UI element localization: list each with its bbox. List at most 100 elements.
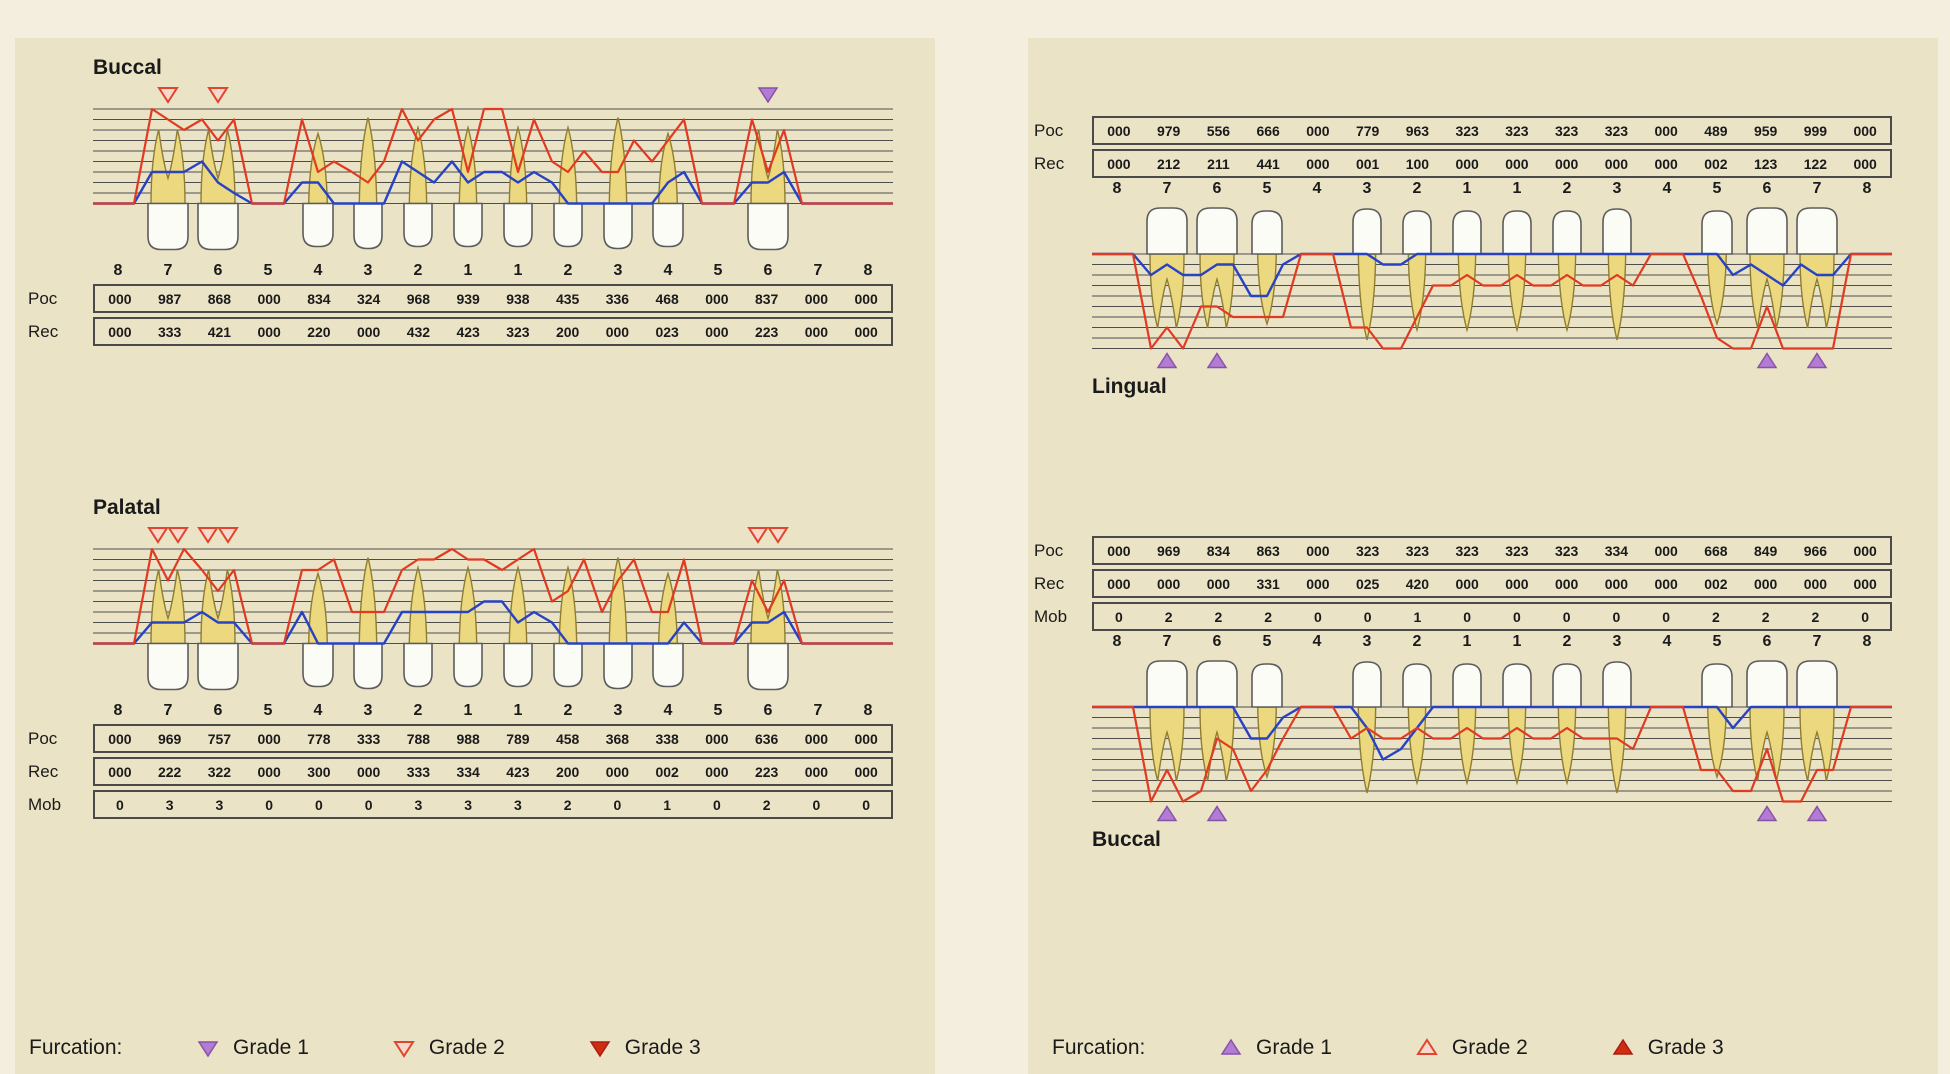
value-cell[interactable]: 123 — [1753, 155, 1778, 172]
tooth-5[interactable] — [1251, 663, 1283, 780]
tooth-6[interactable] — [1196, 207, 1238, 329]
value-cell[interactable]: 939 — [456, 290, 480, 307]
tooth-5[interactable] — [1701, 663, 1733, 780]
tooth-7[interactable] — [1796, 207, 1838, 329]
value-cell[interactable]: 2 — [1264, 608, 1273, 625]
value-cell[interactable]: 420 — [1405, 575, 1430, 592]
value-cell[interactable]: 0 — [1512, 608, 1521, 625]
value-cell[interactable]: 000 — [1455, 575, 1479, 592]
value-cell[interactable]: 331 — [1256, 575, 1280, 592]
tooth-4[interactable] — [302, 131, 334, 248]
tooth-6[interactable] — [197, 129, 239, 251]
value-cell[interactable]: 323 — [1355, 542, 1380, 559]
value-cell[interactable]: 000 — [257, 290, 281, 307]
value-cell[interactable]: 000 — [705, 323, 729, 340]
value-cell[interactable]: 002 — [655, 763, 679, 780]
tooth-3[interactable] — [353, 557, 383, 690]
value-cell[interactable]: 000 — [356, 763, 381, 780]
value-cell[interactable]: 423 — [456, 323, 480, 340]
value-cell[interactable]: 122 — [1803, 155, 1828, 172]
tooth-7[interactable] — [147, 129, 189, 251]
value-cell[interactable]: 323 — [1455, 122, 1479, 139]
value-cell[interactable]: 441 — [1256, 155, 1280, 172]
value-cell[interactable]: 959 — [1753, 122, 1778, 139]
value-cell[interactable]: 002 — [1704, 155, 1728, 172]
value-cell[interactable]: 834 — [307, 290, 331, 307]
value-cell[interactable]: 668 — [1704, 542, 1728, 559]
tooth-1[interactable] — [453, 124, 483, 248]
value-cell[interactable]: 837 — [754, 290, 779, 307]
value-cell[interactable]: 323 — [506, 323, 530, 340]
value-cell[interactable]: 323 — [1505, 542, 1529, 559]
value-cell[interactable]: 300 — [307, 763, 331, 780]
value-cell[interactable]: 002 — [1704, 575, 1728, 592]
value-cell[interactable]: 200 — [555, 323, 580, 340]
tooth-2[interactable] — [1552, 663, 1582, 786]
tooth-7[interactable] — [1146, 660, 1188, 782]
value-cell[interactable]: 000 — [1853, 122, 1877, 139]
value-cell[interactable]: 223 — [754, 323, 779, 340]
value-cell[interactable]: 223 — [754, 763, 779, 780]
value-cell[interactable]: 212 — [1156, 155, 1181, 172]
value-cell[interactable]: 023 — [655, 323, 679, 340]
value-cell[interactable]: 3 — [464, 796, 473, 813]
value-cell[interactable]: 000 — [257, 763, 281, 780]
value-cell[interactable]: 969 — [157, 730, 182, 747]
value-cell[interactable]: 987 — [157, 290, 182, 307]
value-cell[interactable]: 000 — [1306, 575, 1330, 592]
tooth-2[interactable] — [1402, 210, 1432, 333]
tooth-2[interactable] — [553, 124, 583, 248]
tooth-1[interactable] — [1452, 663, 1482, 786]
value-cell[interactable]: 000 — [1654, 575, 1678, 592]
value-cell[interactable]: 000 — [1604, 155, 1629, 172]
value-cell[interactable]: 000 — [854, 323, 878, 340]
value-cell[interactable]: 000 — [257, 323, 281, 340]
value-cell[interactable]: 979 — [1156, 122, 1181, 139]
value-cell[interactable]: 0 — [265, 796, 274, 813]
value-cell[interactable]: 3 — [414, 796, 423, 813]
value-cell[interactable]: 000 — [257, 730, 281, 747]
value-cell[interactable]: 966 — [1803, 542, 1828, 559]
value-cell[interactable]: 000 — [1156, 575, 1181, 592]
value-cell[interactable]: 0 — [314, 796, 323, 813]
value-cell[interactable]: 000 — [108, 323, 132, 340]
tooth-1[interactable] — [503, 124, 533, 248]
value-cell[interactable]: 938 — [506, 290, 530, 307]
value-cell[interactable]: 000 — [1853, 542, 1877, 559]
value-cell[interactable]: 0 — [1612, 608, 1621, 625]
value-cell[interactable]: 468 — [655, 290, 679, 307]
value-cell[interactable]: 000 — [1107, 122, 1131, 139]
value-cell[interactable]: 000 — [804, 763, 829, 780]
value-cell[interactable]: 000 — [804, 323, 829, 340]
value-cell[interactable]: 834 — [1206, 542, 1231, 559]
value-cell[interactable]: 0 — [1114, 608, 1123, 625]
tooth-1[interactable] — [1502, 663, 1532, 786]
tooth-6[interactable] — [747, 569, 789, 691]
tooth-6[interactable] — [1746, 207, 1788, 329]
value-cell[interactable]: 000 — [854, 290, 878, 307]
value-cell[interactable]: 000 — [1654, 542, 1678, 559]
tooth-1[interactable] — [503, 564, 533, 688]
value-cell[interactable]: 779 — [1355, 122, 1380, 139]
value-cell[interactable]: 000 — [1107, 155, 1131, 172]
tooth-6[interactable] — [1196, 660, 1238, 782]
value-cell[interactable]: 000 — [356, 323, 381, 340]
value-cell[interactable]: 2 — [1214, 608, 1223, 625]
value-cell[interactable]: 0 — [862, 796, 871, 813]
value-cell[interactable]: 757 — [207, 730, 232, 747]
value-cell[interactable]: 211 — [1207, 155, 1230, 172]
value-cell[interactable]: 963 — [1405, 122, 1430, 139]
value-cell[interactable]: 1 — [1413, 608, 1422, 625]
value-cell[interactable]: 001 — [1355, 155, 1380, 172]
value-cell[interactable]: 000 — [108, 290, 132, 307]
value-cell[interactable]: 849 — [1753, 542, 1778, 559]
value-cell[interactable]: 000 — [854, 730, 878, 747]
tooth-1[interactable] — [1452, 210, 1482, 333]
value-cell[interactable]: 334 — [456, 763, 480, 780]
value-cell[interactable]: 000 — [1554, 575, 1579, 592]
value-cell[interactable]: 368 — [605, 730, 630, 747]
value-cell[interactable]: 969 — [1156, 542, 1181, 559]
value-cell[interactable]: 968 — [406, 290, 431, 307]
value-cell[interactable]: 788 — [406, 730, 431, 747]
value-cell[interactable]: 220 — [307, 323, 331, 340]
